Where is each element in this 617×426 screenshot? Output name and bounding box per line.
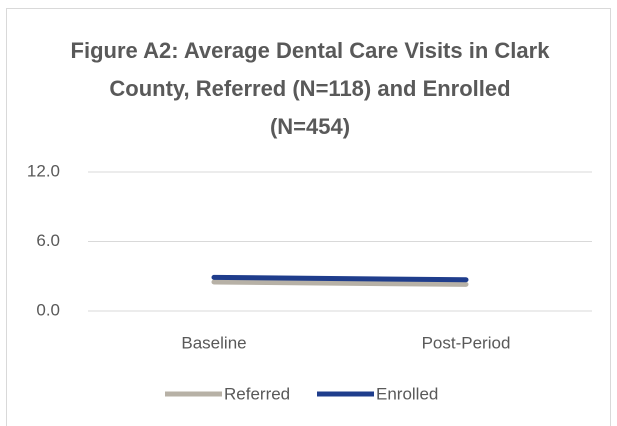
legend-label: Enrolled <box>376 384 438 403</box>
y-tick-label: 6.0 <box>36 231 60 250</box>
y-tick-label: 0.0 <box>36 300 60 319</box>
chart-frame <box>6 8 611 426</box>
y-tick-label: 12.0 <box>27 161 60 180</box>
chart-title: Figure A2: Average Dental Care Visits in… <box>70 38 550 139</box>
data-line <box>211 279 469 287</box>
legend-label: Referred <box>224 384 290 403</box>
x-tick-label: Post-Period <box>422 333 511 352</box>
data-line <box>211 274 469 283</box>
x-tick-label: Baseline <box>181 333 246 352</box>
